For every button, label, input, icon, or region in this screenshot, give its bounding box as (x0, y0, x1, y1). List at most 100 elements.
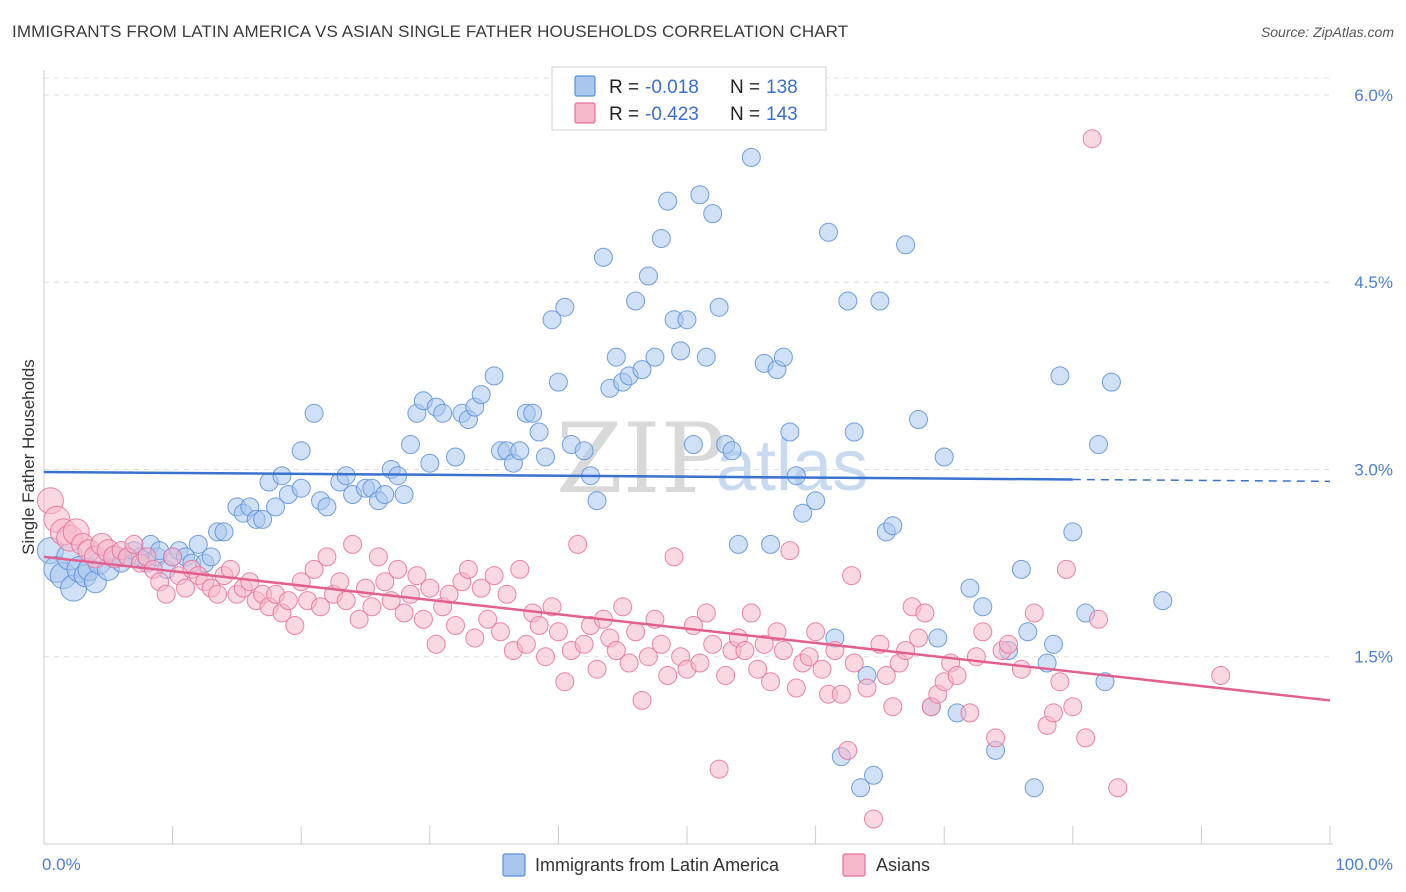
y-tick-label: 3.0% (1354, 460, 1393, 479)
asians-point (394, 603, 414, 623)
latin-america-point (1044, 634, 1063, 654)
asians-point (465, 628, 485, 648)
asians-point (471, 578, 491, 598)
latin-america-point (1011, 559, 1031, 579)
latin-america-point (593, 247, 613, 267)
asians-point (484, 566, 504, 586)
asians-point (587, 659, 607, 679)
asians-point (664, 547, 684, 567)
latin-america-point (266, 497, 285, 517)
latin-america-point (510, 441, 530, 461)
latin-america-point (471, 385, 491, 405)
asians-point (542, 597, 562, 617)
latin-america-point (658, 191, 678, 211)
latin-america-point (638, 266, 658, 286)
asians-point (536, 647, 555, 667)
latin-america-point (671, 341, 691, 361)
source-label: Source: ZipAtlas.com (1260, 24, 1394, 40)
latin-america-point (632, 360, 652, 380)
asians-point (838, 740, 858, 760)
asians-point (703, 634, 723, 654)
asians-point (1011, 659, 1031, 679)
latin-america-point (587, 491, 607, 511)
asians-point (773, 641, 793, 660)
asians-point (999, 634, 1018, 654)
latin-america-point (1101, 372, 1121, 392)
asians-point (960, 703, 980, 723)
latin-america-point (909, 410, 928, 429)
asians-point (799, 647, 819, 667)
asians-point (574, 634, 594, 654)
asians-point (915, 603, 935, 623)
asians-point (973, 622, 993, 642)
asians-point (1089, 609, 1108, 629)
series-latin-america-points (36, 147, 1173, 798)
asians-point (741, 603, 761, 623)
asians-point (516, 634, 536, 654)
latin-america-point (773, 347, 793, 367)
latin-america-point (851, 778, 871, 798)
asians-point (458, 559, 478, 579)
asians-point (761, 672, 781, 692)
latin-america-point (420, 453, 440, 473)
latin-america-point (401, 435, 420, 454)
asians-point (1063, 697, 1083, 717)
latin-america-point (317, 497, 337, 517)
latin-america-point (536, 447, 555, 467)
latin-america-point (304, 403, 324, 423)
asians-point (478, 609, 498, 629)
asians-point (613, 597, 633, 617)
y-axis-title: Single Father Households (19, 359, 38, 555)
legend-swatch-pink (574, 102, 596, 124)
latin-america-point (896, 235, 916, 255)
asians-point (1082, 129, 1102, 149)
bottom-legend-label-latin-america: Immigrants from Latin America (535, 855, 780, 875)
asians-point (1108, 778, 1128, 798)
asians-point (375, 572, 395, 592)
asians-point (529, 616, 549, 635)
latin-america-point (1089, 435, 1108, 454)
latin-america-point (806, 491, 826, 511)
asians-point (632, 690, 652, 710)
latin-america-point (626, 291, 646, 311)
latin-america-point (1063, 522, 1083, 542)
bottom-legend-swatch-blue (502, 853, 526, 877)
asians-point (626, 622, 646, 642)
latin-america-point (394, 485, 414, 504)
asians-point (619, 653, 639, 673)
latin-america-point (864, 765, 883, 785)
asians-point (909, 628, 928, 648)
asians-point (388, 559, 408, 579)
asians-point (176, 578, 195, 598)
asians-point (163, 547, 183, 567)
latin-america-point (838, 291, 858, 311)
asians-point (716, 666, 736, 685)
x-axis-ticks (172, 826, 1331, 844)
asians-point (1211, 666, 1231, 685)
asians-point (709, 759, 729, 779)
asians-point (343, 534, 363, 554)
correlation-legend: R = -0.018 N = 138 R = -0.423 N = 143 (551, 66, 827, 131)
asians-point (947, 666, 967, 685)
asians-point (362, 597, 382, 617)
asians-point (651, 634, 671, 654)
asians-point (491, 622, 510, 642)
asians-point (336, 591, 356, 611)
y-tick-label: 4.5% (1354, 273, 1393, 292)
latin-america-point (548, 372, 568, 392)
trend-line-latin-america-extension (1072, 478, 1331, 483)
latin-america-point (214, 522, 234, 542)
asians-point (124, 534, 144, 554)
asians-point (568, 534, 588, 554)
latin-america-point (844, 422, 864, 442)
asians-point (1044, 703, 1063, 723)
latin-america-point (645, 347, 665, 367)
latin-america-point (973, 597, 993, 617)
legend-n-value-2: 143 (766, 104, 798, 125)
legend-r-label-2: R = (609, 104, 639, 125)
asians-point (349, 609, 369, 629)
asians-point (690, 653, 710, 673)
y-tick-labels: 1.5% 3.0% 4.5% 6.0% (1354, 86, 1393, 667)
latin-america-point (709, 297, 729, 317)
